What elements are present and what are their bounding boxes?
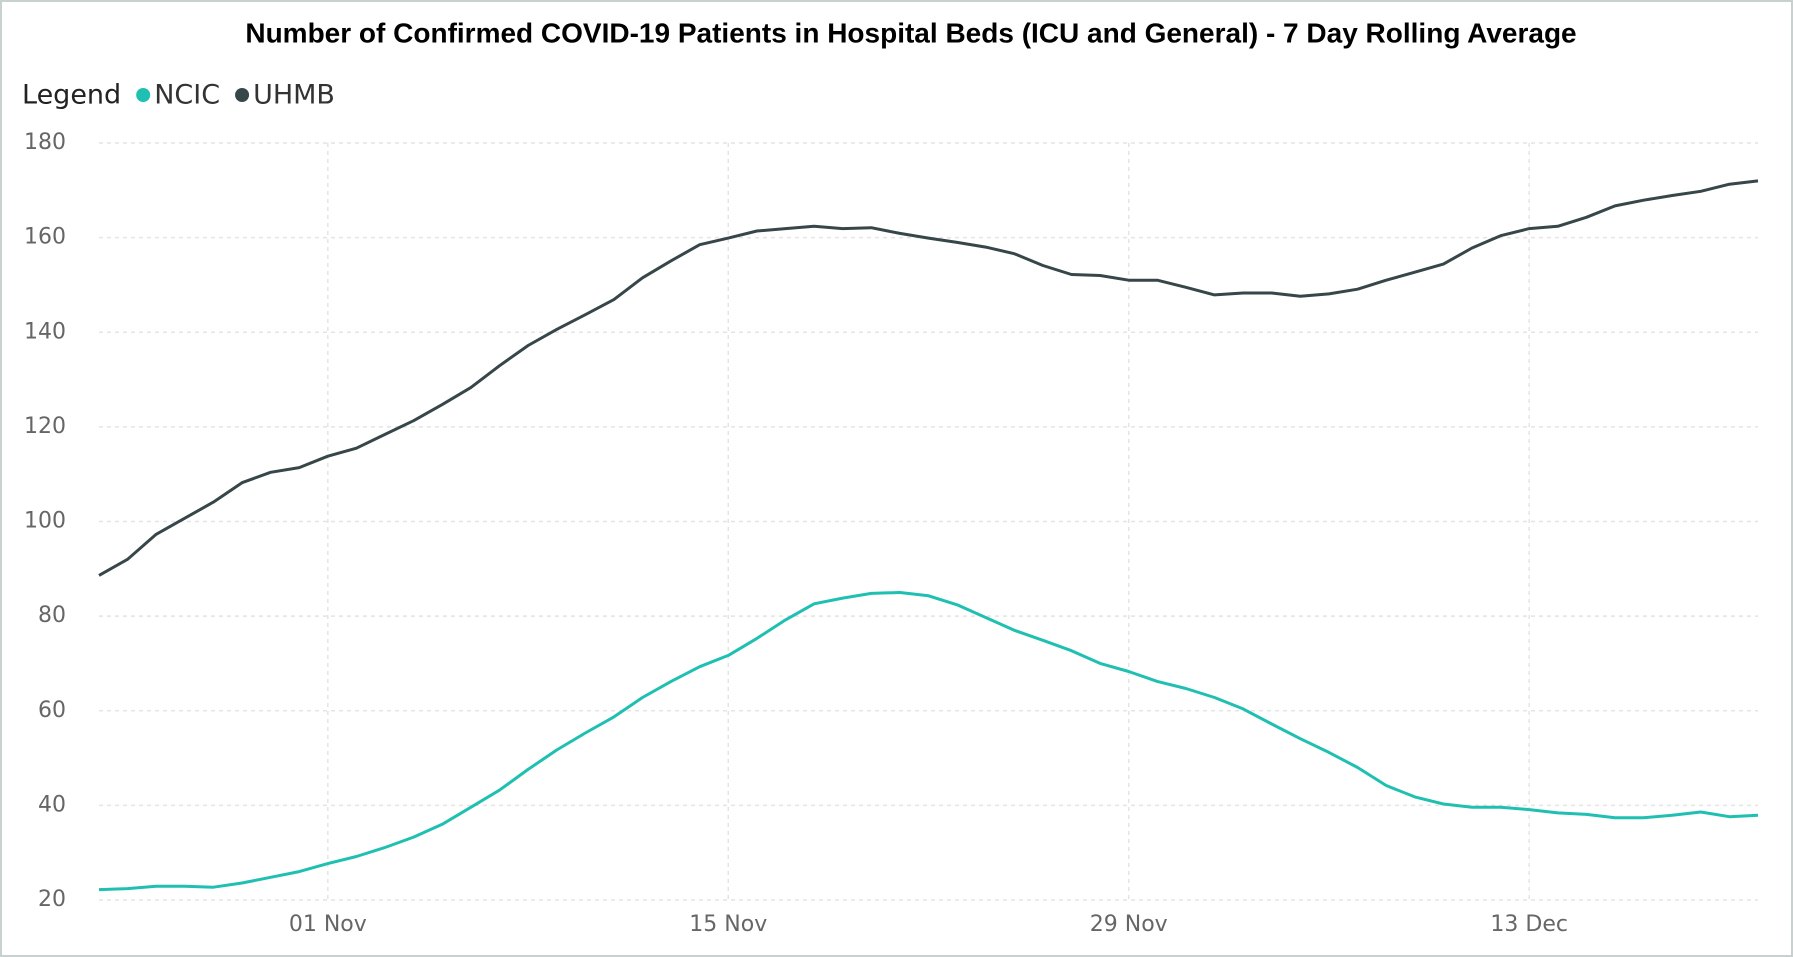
y-tick-label: 40: [38, 792, 66, 817]
line-series: [98, 591, 1759, 892]
y-tick-label: 100: [24, 509, 66, 534]
line-series: [98, 179, 1759, 577]
chart-title: Number of Confirmed COVID-19 Patients in…: [245, 17, 1576, 48]
x-tick-label: 15 Nov: [689, 912, 767, 937]
legend: NCIC UHMB: [136, 80, 335, 111]
y-tick-label: 120: [24, 414, 66, 439]
legend-title: Legend: [22, 80, 121, 111]
y-tick-label: 20: [38, 887, 66, 912]
x-tick-label: 01 Nov: [289, 912, 367, 937]
y-tick-label: 140: [24, 319, 66, 344]
legend-marker: [235, 88, 250, 102]
legend-label: UHMB: [253, 80, 335, 111]
legend-label: NCIC: [154, 80, 220, 111]
y-tick-label: 180: [24, 130, 66, 155]
y-tick-label: 160: [24, 225, 66, 250]
x-tick-label: 29 Nov: [1090, 912, 1168, 937]
y-tick-label: 80: [38, 603, 66, 628]
legend-marker: [136, 88, 151, 102]
y-tick-label: 60: [38, 698, 66, 723]
x-tick-label: 13 Dec: [1490, 912, 1568, 937]
